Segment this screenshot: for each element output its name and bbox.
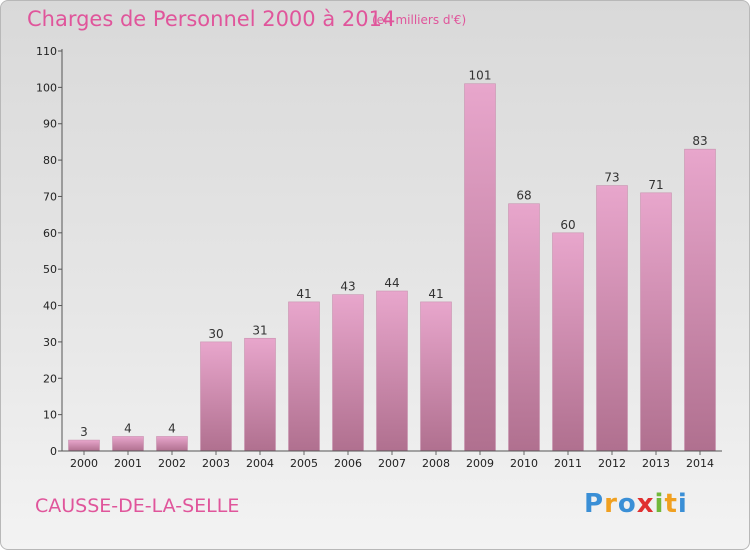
data-label-2005: 41 [296,287,311,301]
data-label-2003: 30 [208,327,223,341]
bar-2003 [200,341,232,452]
data-label-2014: 83 [692,134,707,148]
y-tick-label-110: 110 [36,45,57,58]
proxiti-logo: Proxiti [584,489,688,519]
logo-letter: x [636,489,655,519]
logo-letter: i [654,489,665,519]
x-tick-label-2008: 2008 [422,457,450,470]
x-tick-label-2012: 2012 [598,457,626,470]
x-tick-label-2009: 2009 [466,457,494,470]
x-tick-label-2013: 2013 [642,457,670,470]
data-label-2006: 43 [340,280,355,294]
chart-title: Charges de Personnel 2000 à 2014 [27,7,396,31]
x-tick-label-2004: 2004 [246,457,274,470]
y-tick-label-10: 10 [43,409,57,422]
data-label-2009: 101 [469,69,492,83]
logo-letter: i [677,489,688,519]
y-tick-label-80: 80 [43,154,57,167]
logo-letter: r [604,489,618,519]
data-label-2004: 31 [252,323,267,337]
bar-2010 [508,203,540,452]
bar-2006 [332,294,364,452]
x-tick-label-2001: 2001 [114,457,142,470]
bar-2012 [596,185,628,452]
data-label-2002: 4 [168,421,176,435]
y-tick-label-100: 100 [36,81,57,94]
y-tick-label-70: 70 [43,190,57,203]
bar-2013 [640,192,672,452]
x-tick-label-2010: 2010 [510,457,538,470]
x-tick-label-2014: 2014 [686,457,714,470]
y-tick-label-0: 0 [50,445,57,458]
data-label-2010: 68 [516,189,531,203]
x-tick-label-2000: 2000 [70,457,98,470]
y-tick-label-40: 40 [43,300,57,313]
bar-2004 [244,337,276,452]
logo-letter: P [584,489,605,519]
axis-layer: 2000 2001 2002 2003 2004 2005 2006 2007 2008 2009… [36,45,722,470]
logo-letter: o [617,489,637,519]
commune-name: CAUSSE-DE-LA-SELLE [35,495,240,517]
bar-2014 [684,148,716,452]
data-label-2000: 3 [80,425,88,439]
bar-2001 [112,436,144,452]
x-tick-label-2002: 2002 [158,457,186,470]
x-tick-label-2003: 2003 [202,457,230,470]
y-tick-label-20: 20 [43,372,57,385]
data-label-2001: 4 [124,421,132,435]
bar-2008 [420,301,452,452]
data-label-2008: 41 [428,287,443,301]
y-tick-label-50: 50 [43,263,57,276]
data-label-2011: 60 [560,218,575,232]
x-tick-label-2005: 2005 [290,457,318,470]
data-label-2007: 44 [384,276,399,290]
x-tick-label-2006: 2006 [334,457,362,470]
bar-2005 [288,301,320,452]
logo-letter: t [664,489,678,519]
y-tick-label-30: 30 [43,336,57,349]
x-tick-label-2007: 2007 [378,457,406,470]
y-tick-label-60: 60 [43,227,57,240]
bar-2000 [68,439,100,452]
bar-2002 [156,436,188,452]
bar-2007 [376,290,408,452]
data-label-2012: 73 [604,171,619,185]
chart-subtitle: (en milliers d'€) [372,13,467,27]
x-tick-label-2011: 2011 [554,457,582,470]
bar-2011 [552,232,584,452]
y-tick-label-90: 90 [43,118,57,131]
bar-2009 [464,83,496,452]
data-label-2013: 71 [648,178,663,192]
